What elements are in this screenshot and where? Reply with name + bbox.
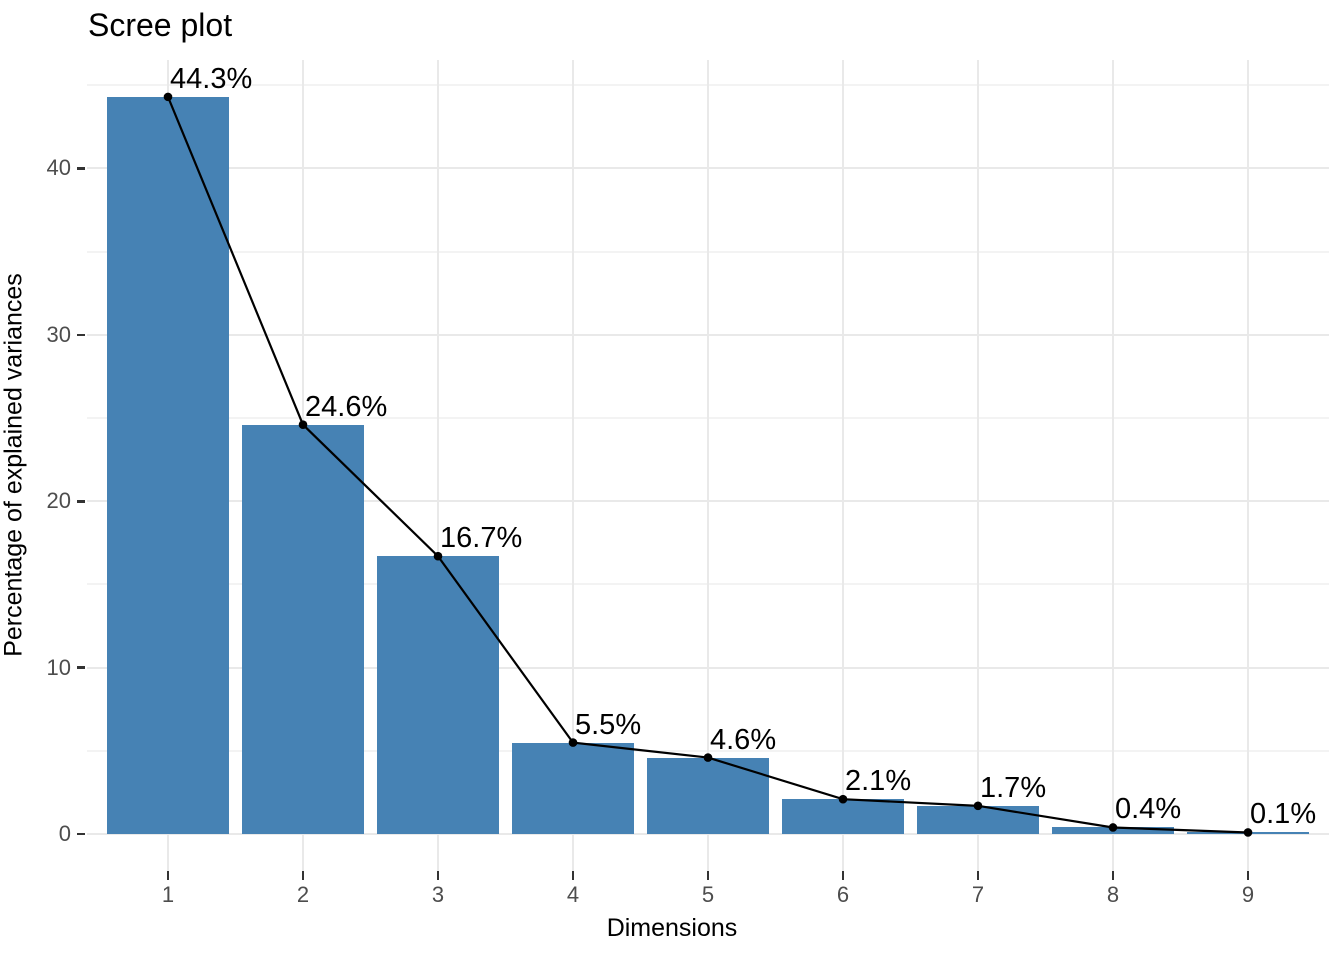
x-tick-mark-1 <box>166 871 170 880</box>
x-tick-label-2: 2 <box>296 882 310 907</box>
x-tick-mark-8 <box>1111 871 1115 880</box>
gridline-x-4 <box>572 60 574 871</box>
x-tick-mark-5 <box>706 871 710 880</box>
value-label-dimension-4: 5.5% <box>575 708 642 741</box>
value-label-dimension-5: 4.6% <box>710 723 777 756</box>
gridline-x-8 <box>1112 60 1114 871</box>
y-tick-label-20: 20 <box>46 488 71 514</box>
y-tick-mark-40 <box>77 167 85 170</box>
x-tick-label-1: 1 <box>161 882 175 907</box>
y-tick-mark-30 <box>77 333 85 337</box>
x-tick-mark-3 <box>436 871 440 880</box>
x-tick-label-3: 3 <box>431 882 445 907</box>
data-point-dimension-5 <box>703 753 713 762</box>
x-tick-label-5: 5 <box>701 882 715 907</box>
data-point-dimension-8 <box>1108 823 1118 832</box>
y-tick-mark-10 <box>77 666 85 669</box>
gridline-x-3 <box>437 60 439 871</box>
data-point-dimension-4 <box>568 738 578 747</box>
x-tick-label-6: 6 <box>836 882 850 907</box>
bar-dimension-4 <box>512 742 634 835</box>
x-tick-label-9: 9 <box>1241 882 1255 907</box>
x-tick-mark-2 <box>301 871 305 880</box>
data-point-dimension-7 <box>973 801 983 811</box>
data-point-dimension-2 <box>298 420 308 430</box>
y-tick-label-40: 40 <box>46 155 71 181</box>
data-point-dimension-3 <box>433 551 443 561</box>
x-tick-label-8: 8 <box>1106 882 1120 907</box>
value-label-dimension-3: 16.7% <box>440 522 523 555</box>
value-label-dimension-2: 24.6% <box>305 390 388 423</box>
bar-dimension-1 <box>107 96 229 835</box>
data-point-dimension-9 <box>1243 828 1253 837</box>
gridline-x-7 <box>977 60 979 871</box>
x-tick-mark-7 <box>976 871 980 880</box>
value-label-dimension-7: 1.7% <box>980 771 1047 804</box>
plot-title: Scree plot <box>88 7 233 43</box>
value-label-dimension-9: 0.1% <box>1250 798 1317 831</box>
x-tick-mark-4 <box>571 871 575 880</box>
value-label-dimension-8: 0.4% <box>1115 793 1182 826</box>
bar-dimension-6 <box>782 799 904 835</box>
variance-line-layer <box>163 92 1253 837</box>
bar-dimension-2 <box>242 424 364 835</box>
data-point-dimension-6 <box>838 794 848 804</box>
gridline-x-5 <box>707 60 709 871</box>
variance-line <box>166 96 1249 834</box>
x-tick-mark-9 <box>1246 871 1250 880</box>
plot-panel: 44.3% 24.6% 16.7% 5.5% 4.6% 2.1% 1.7% 0.4% 0.1% <box>87 60 1329 871</box>
bar-dimension-3 <box>377 556 499 835</box>
gridline-x-9 <box>1247 60 1249 871</box>
y-tick-label-10: 10 <box>46 654 71 680</box>
value-label-dimension-1: 44.3% <box>170 62 253 95</box>
data-point-dimension-1 <box>163 92 173 102</box>
gridline-x-6 <box>842 60 844 871</box>
y-tick-label-30: 30 <box>46 321 71 347</box>
y-tick-mark-20 <box>77 500 85 503</box>
x-axis-title: Dimensions <box>606 914 738 942</box>
x-tick-mark-6 <box>841 871 845 880</box>
bar-dimension-7 <box>917 805 1039 835</box>
x-tick-label-4: 4 <box>566 882 580 907</box>
y-tick-label-0: 0 <box>58 821 71 847</box>
x-tick-label-7: 7 <box>971 882 985 907</box>
value-label-dimension-6: 2.1% <box>845 765 912 798</box>
y-tick-mark-0 <box>77 832 85 836</box>
